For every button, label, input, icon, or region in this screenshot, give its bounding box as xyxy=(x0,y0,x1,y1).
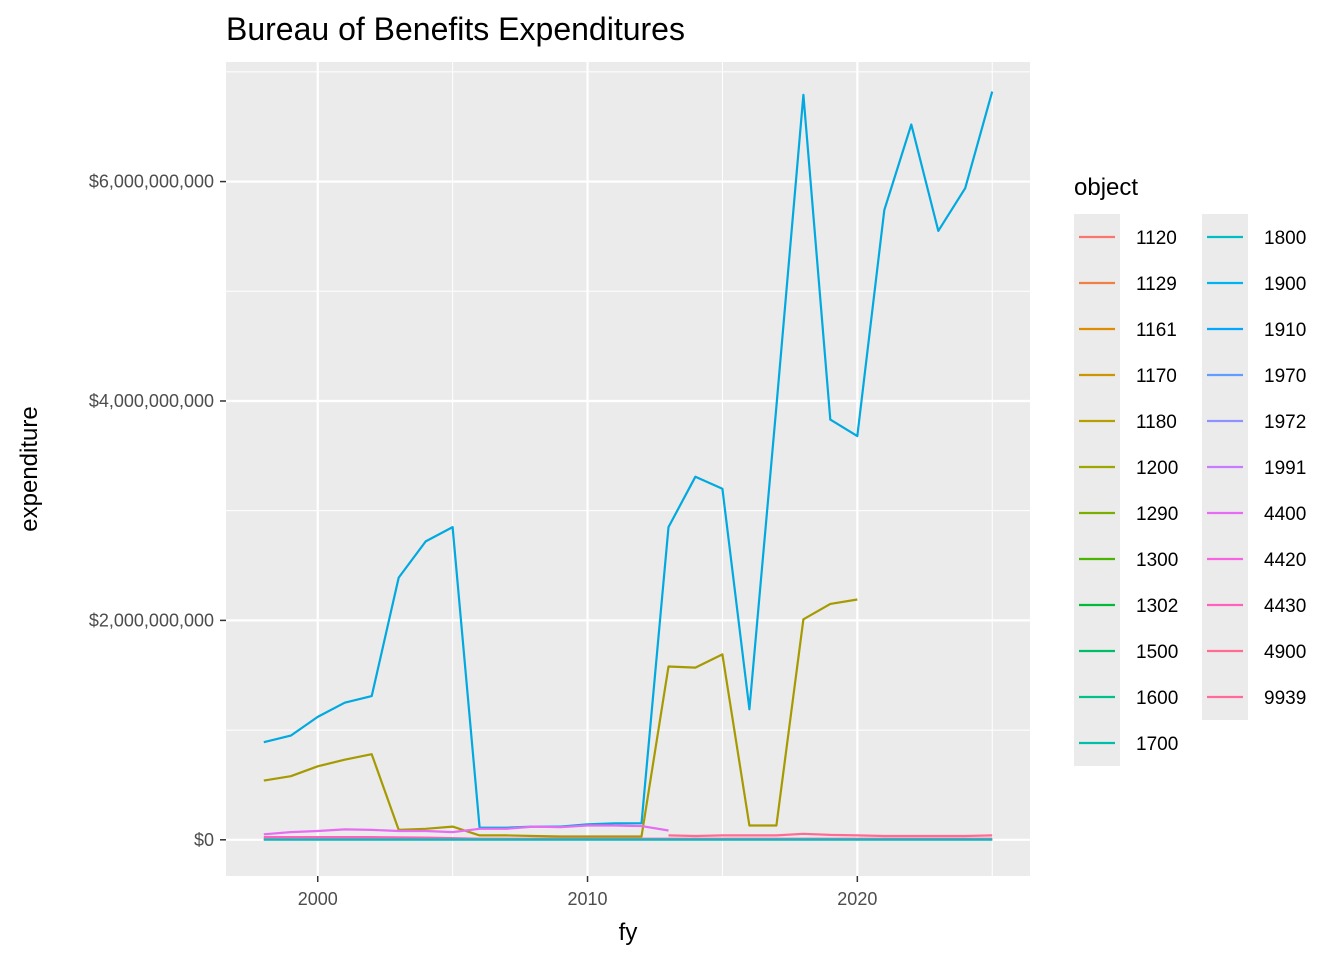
legend-label-1290: 1290 xyxy=(1136,504,1178,525)
legend-label-1302: 1302 xyxy=(1136,596,1178,617)
y-tick-label: $4,000,000,000 xyxy=(89,391,214,411)
legend-title: object xyxy=(1074,174,1138,201)
x-tick-label: 2010 xyxy=(568,889,608,909)
legend-label-4400: 4400 xyxy=(1264,504,1306,525)
plot-panel xyxy=(226,62,1030,876)
legend-label-1600: 1600 xyxy=(1136,688,1178,709)
x-axis: 2000 2010 2020 xyxy=(298,876,878,909)
legend-label-1972: 1972 xyxy=(1264,412,1306,433)
legend-label-1300: 1300 xyxy=(1136,550,1178,571)
legend-label-1500: 1500 xyxy=(1136,642,1178,663)
legend-label-1120: 1120 xyxy=(1136,228,1177,249)
legend: object 1120 1129 1161 1170 1180 1200 1290 1300 1… xyxy=(1074,174,1306,766)
chart-title: Bureau of Benefits Expenditures xyxy=(226,11,685,47)
y-tick-label: $6,000,000,000 xyxy=(89,172,214,192)
legend-label-1170: 1170 xyxy=(1136,366,1177,387)
legend-label-1970: 1970 xyxy=(1264,366,1306,387)
legend-label-1800: 1800 xyxy=(1264,228,1306,249)
legend-label-1161: 1161 xyxy=(1136,320,1177,341)
legend-label-4900: 4900 xyxy=(1264,642,1306,663)
x-tick-label: 2000 xyxy=(298,889,338,909)
legend-label-9939: 9939 xyxy=(1264,688,1306,709)
legend-label-1129: 1129 xyxy=(1136,274,1177,295)
legend-label-1700: 1700 xyxy=(1136,734,1178,755)
y-tick-label: $0 xyxy=(194,830,214,850)
legend-label-1991: 1991 xyxy=(1264,458,1306,479)
legend-label-1910: 1910 xyxy=(1264,320,1306,341)
legend-label-1900: 1900 xyxy=(1264,274,1306,295)
legend-label-4420: 4420 xyxy=(1264,550,1306,571)
x-tick-label: 2020 xyxy=(837,889,877,909)
legend-label-4430: 4430 xyxy=(1264,596,1306,617)
y-tick-label: $2,000,000,000 xyxy=(89,610,214,630)
legend-key-background xyxy=(1074,214,1120,766)
y-axis-title: expenditure xyxy=(16,406,43,531)
legend-label-1180: 1180 xyxy=(1136,412,1177,433)
legend-label-1200: 1200 xyxy=(1136,458,1178,479)
x-axis-title: fy xyxy=(619,919,638,946)
y-axis: $0 $2,000,000,000 $4,000,000,000 $6,000,000… xyxy=(89,172,226,850)
